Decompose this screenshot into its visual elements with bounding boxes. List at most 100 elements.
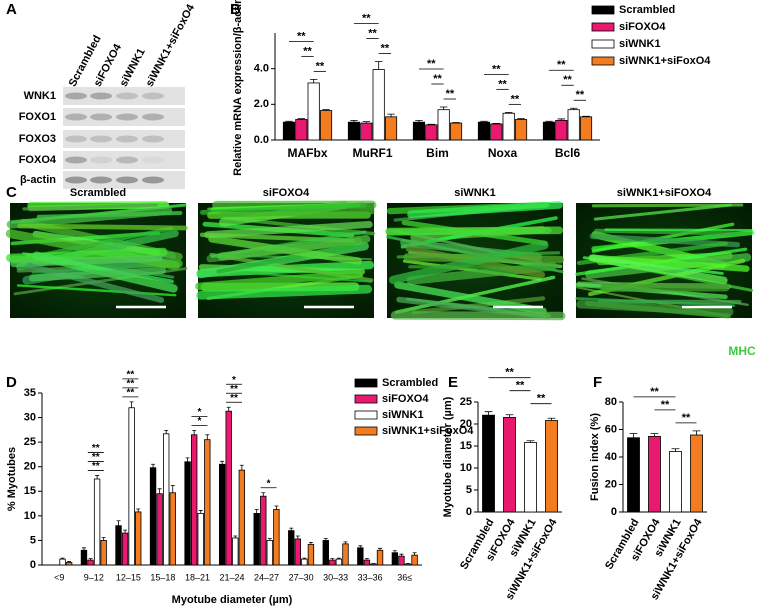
- protein-label: FOXO4: [19, 154, 57, 166]
- bar: [301, 558, 308, 566]
- blot-band: [65, 113, 87, 121]
- bar: [627, 437, 640, 513]
- image-title: siWNK1+siFOXO4: [617, 187, 712, 199]
- x-tick-label: 9–12: [84, 572, 104, 582]
- blot-band: [65, 156, 87, 164]
- bar: [412, 121, 426, 141]
- protein-label: β-actin: [20, 174, 56, 186]
- bar: [253, 513, 260, 566]
- myotube: [10, 254, 163, 268]
- image-title: Scrambled: [70, 187, 126, 199]
- protein-label: FOXO1: [19, 111, 56, 123]
- legend-label: siWNK1+siFoxO4: [619, 55, 711, 67]
- error-bar: [274, 505, 279, 510]
- bar: [503, 416, 516, 513]
- error-bar: [323, 538, 328, 541]
- bar: [357, 547, 364, 566]
- blot-band: [65, 176, 87, 184]
- y-tick-label: 0: [611, 506, 617, 518]
- error-bar: [170, 484, 175, 493]
- blot-strip: [63, 87, 185, 105]
- bar: [482, 414, 495, 513]
- bar: [59, 558, 66, 566]
- sig-label: **: [557, 59, 566, 71]
- y-axis-title: Myotube diameter (µm): [442, 396, 454, 517]
- error-bar: [517, 118, 525, 120]
- error-bar: [322, 109, 330, 111]
- error-bar: [129, 401, 134, 408]
- bar: [567, 109, 580, 141]
- bar: [490, 123, 503, 141]
- error-bar: [95, 475, 100, 479]
- sig-label: **: [537, 393, 546, 405]
- error-bar: [116, 520, 121, 526]
- error-bar: [101, 537, 106, 541]
- bar: [690, 434, 703, 513]
- sig-label: **: [368, 27, 377, 39]
- blot-band: [90, 113, 112, 121]
- myotube: [6, 206, 173, 229]
- blot-strip: [63, 130, 185, 148]
- error-bar: [267, 538, 272, 541]
- sig-label: **: [498, 78, 507, 90]
- bar: [225, 410, 232, 566]
- error-bar: [82, 547, 86, 551]
- error-bar: [415, 119, 423, 123]
- blot-band: [142, 176, 164, 184]
- x-tick-label: MAFbx: [288, 146, 328, 160]
- blot-band: [142, 113, 164, 121]
- error-bar: [439, 106, 448, 110]
- y-tick-label: 20: [24, 461, 36, 473]
- error-bar: [220, 460, 225, 465]
- bar: [273, 509, 280, 566]
- sig-label: **: [316, 60, 325, 72]
- y-tick-label: 80: [605, 396, 617, 408]
- y-tick-label: 60: [605, 423, 617, 435]
- bar: [425, 124, 438, 141]
- legend-swatch: [354, 394, 378, 404]
- bar: [477, 121, 491, 141]
- bar: [282, 121, 296, 141]
- sig-label: **: [492, 63, 501, 75]
- myotube: [216, 244, 355, 274]
- bar: [376, 549, 384, 566]
- bar: [411, 554, 418, 566]
- bar: [524, 442, 537, 513]
- bar: [319, 110, 333, 141]
- blot-band: [90, 92, 112, 100]
- y-tick-label: 40: [605, 451, 617, 463]
- bar: [218, 463, 226, 566]
- bar: [545, 420, 558, 513]
- blot-strip: [63, 171, 185, 189]
- error-bar: [484, 411, 493, 416]
- bar: [384, 116, 398, 141]
- bar: [197, 513, 204, 566]
- myotube: [204, 220, 373, 239]
- myotube: [589, 254, 728, 285]
- x-tick-label: 36≤: [397, 572, 412, 582]
- bar: [370, 563, 377, 566]
- error-bar: [480, 120, 488, 123]
- y-tick-label: 15: [460, 440, 472, 452]
- sig-label: **: [505, 367, 514, 379]
- bar: [184, 461, 191, 566]
- error-bar: [547, 417, 556, 421]
- bar: [579, 116, 593, 141]
- sig-label: **: [362, 12, 371, 24]
- blot-band: [65, 135, 87, 143]
- myotube: [408, 265, 555, 270]
- error-bar: [308, 541, 313, 545]
- panel-label: F: [593, 374, 602, 391]
- error-bar: [330, 558, 335, 561]
- sig-label: **: [230, 384, 238, 395]
- error-bar: [151, 463, 156, 468]
- sig-label: **: [92, 452, 100, 463]
- bar: [295, 119, 308, 141]
- myotube: [407, 201, 563, 218]
- error-bar: [505, 414, 514, 418]
- y-tick-label: 25: [460, 396, 472, 408]
- error-bar: [285, 120, 293, 123]
- sig-label: **: [297, 30, 306, 42]
- bar: [115, 525, 122, 566]
- legend-label: siWNK1+siFoxO4: [382, 425, 474, 437]
